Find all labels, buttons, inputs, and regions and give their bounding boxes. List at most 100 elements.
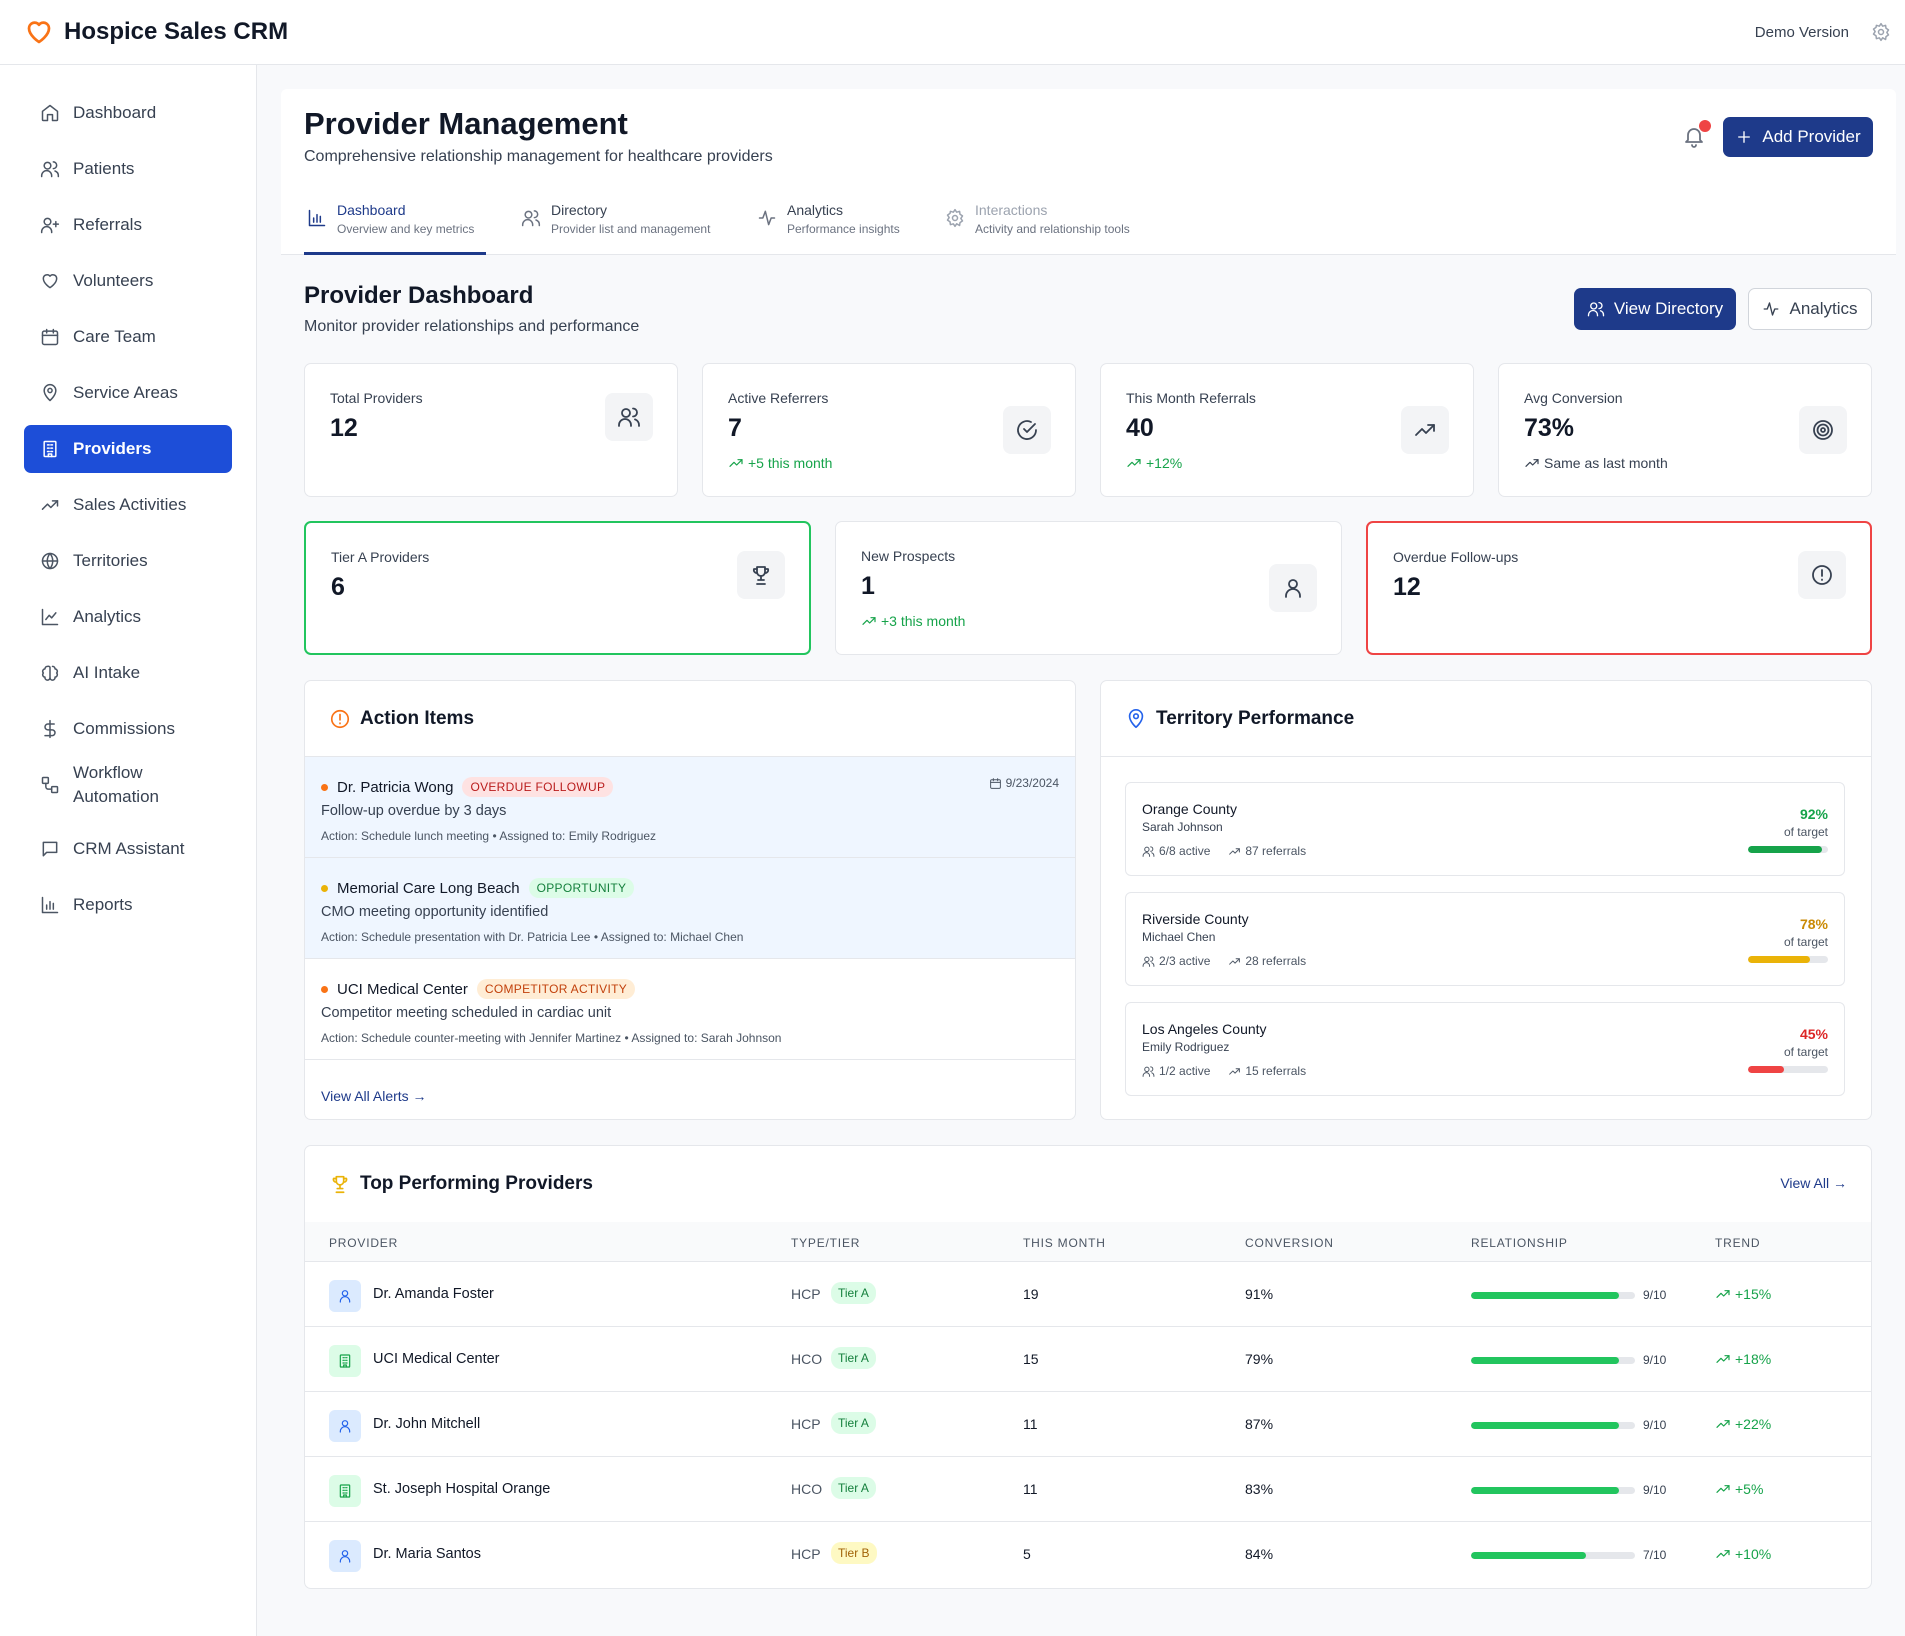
trending-up-icon (1715, 1286, 1731, 1302)
column-header[interactable]: THIS MONTH (1023, 1236, 1106, 1250)
active-count: 6/8 active (1159, 844, 1211, 858)
analytics-button[interactable]: Analytics (1748, 288, 1872, 330)
target-icon (1811, 418, 1835, 442)
view-all-providers-link[interactable]: View All → (1780, 1175, 1847, 1191)
users-icon (1142, 1065, 1155, 1078)
stat-change-text: +3 this month (881, 613, 966, 629)
of-target-label: of target (1783, 935, 1828, 949)
sidebar-item-label: Providers (73, 439, 152, 458)
calendar-icon (40, 327, 60, 347)
action-item[interactable]: Dr. Patricia Wong OVERDUE FOLLOWUP 9/23/… (305, 757, 1075, 858)
sidebar-item-reports[interactable]: Reports (24, 881, 232, 929)
provider-avatar (329, 1475, 361, 1507)
view-all-alerts-link[interactable]: View All Alerts → (321, 1088, 427, 1104)
table-row[interactable]: Dr. Amanda Foster HCP Tier A 19 91% 9/10… (305, 1262, 1871, 1327)
stat-icon-box (1799, 406, 1847, 454)
provider-avatar (329, 1280, 361, 1312)
action-item-date: 9/23/2024 (989, 776, 1059, 790)
users-icon (617, 405, 641, 429)
relationship-bar (1471, 1552, 1635, 1559)
user-plus-icon (40, 215, 60, 235)
column-header[interactable]: RELATIONSHIP (1471, 1236, 1568, 1250)
column-header[interactable]: TREND (1715, 1236, 1761, 1250)
stat-label: This Month Referrals (1126, 390, 1256, 406)
tab-sublabel: Overview and key metrics (337, 222, 475, 236)
sidebar-item-patients[interactable]: Patients (24, 145, 232, 193)
table-row[interactable]: Dr. Maria Santos HCP Tier B 5 84% 7/10 +… (305, 1522, 1871, 1587)
table-row[interactable]: Dr. John Mitchell HCP Tier A 11 87% 9/10… (305, 1392, 1871, 1457)
territory-card[interactable]: Orange County Sarah Johnson 6/8 active 8… (1125, 782, 1845, 876)
sidebar-item-analytics[interactable]: Analytics (24, 593, 232, 641)
add-provider-button[interactable]: Add Provider (1723, 117, 1873, 157)
sidebar-item-ai-intake[interactable]: AI Intake (24, 649, 232, 697)
dashboard-title: Provider Dashboard (304, 282, 534, 309)
trend-text: +10% (1735, 1546, 1772, 1562)
map-pin-icon (1125, 708, 1147, 730)
status-badge: OVERDUE FOLLOWUP (462, 777, 614, 797)
action-item[interactable]: UCI Medical Center COMPETITOR ACTIVITY C… (305, 959, 1075, 1060)
sidebar-item-service-areas[interactable]: Service Areas (24, 369, 232, 417)
action-item[interactable]: Memorial Care Long Beach OPPORTUNITY CMO… (305, 858, 1075, 959)
territory-card[interactable]: Los Angeles County Emily Rodriguez 1/2 a… (1125, 1002, 1845, 1096)
trend-text: +18% (1735, 1351, 1772, 1367)
trend-value: +22% (1715, 1416, 1771, 1432)
trending-up-icon (728, 455, 744, 471)
sidebar-item-label: AI Intake (73, 663, 141, 682)
users-icon (1142, 955, 1155, 968)
sidebar-item-crm-assistant[interactable]: CRM Assistant (24, 825, 232, 873)
conversion-value: 79% (1245, 1351, 1274, 1367)
relationship-score: 9/10 (1643, 1353, 1667, 1367)
table-row[interactable]: St. Joseph Hospital Orange HCO Tier A 11… (305, 1457, 1871, 1522)
tab-label: Directory (551, 202, 608, 218)
tab-label: Analytics (787, 202, 844, 218)
tab-analytics[interactable]: Analytics Performance insights (757, 200, 900, 238)
stat-card-active-referrers: Active Referrers 7 +5 this month (702, 363, 1076, 497)
column-header[interactable]: CONVERSION (1245, 1236, 1334, 1250)
sidebar-item-label: Referrals (73, 215, 142, 234)
target-progress-bar (1748, 1066, 1828, 1073)
sidebar-item-label: Dashboard (73, 103, 157, 122)
territory-meta: 1/2 active 15 referrals (1142, 1064, 1306, 1078)
sidebar-item-volunteers[interactable]: Volunteers (24, 257, 232, 305)
trending-up-icon (40, 495, 60, 515)
sidebar-item-sales-activities[interactable]: Sales Activities (24, 481, 232, 529)
territory-card[interactable]: Riverside County Michael Chen 2/3 active… (1125, 892, 1845, 986)
column-header[interactable]: TYPE/TIER (791, 1236, 861, 1250)
tab-interactions[interactable]: Interactions Activity and relationship to… (945, 200, 1130, 238)
sidebar-item-workflow-automation[interactable]: Workflow Automation (24, 755, 232, 815)
tab-sublabel: Provider list and management (551, 222, 711, 236)
sidebar-item-providers[interactable]: Providers (24, 425, 232, 473)
view-directory-button[interactable]: View Directory (1574, 288, 1736, 330)
trend-text: +5% (1735, 1481, 1764, 1497)
stat-label: New Prospects (861, 548, 956, 564)
column-header[interactable]: PROVIDER (329, 1236, 399, 1250)
settings-button[interactable] (1871, 22, 1891, 42)
stat-label: Tier A Providers (331, 549, 430, 565)
sidebar-item-referrals[interactable]: Referrals (24, 201, 232, 249)
home-icon (40, 103, 60, 123)
sidebar-item-care-team[interactable]: Care Team (24, 313, 232, 361)
active-count: 2/3 active (1159, 954, 1211, 968)
stat-change-text: Same as last month (1544, 455, 1668, 471)
table-row[interactable]: UCI Medical Center HCO Tier A 15 79% 9/1… (305, 1327, 1871, 1392)
stat-icon-box (1401, 406, 1449, 454)
territory-owner: Michael Chen (1142, 930, 1216, 944)
stat-change-text: +5 this month (748, 455, 833, 471)
sidebar-item-dashboard[interactable]: Dashboard (24, 89, 232, 137)
provider-avatar (329, 1540, 361, 1572)
stat-value: 7 (728, 414, 742, 442)
trending-up-icon (1228, 955, 1241, 968)
app-logo[interactable]: Hospice Sales CRM (24, 17, 288, 47)
tab-directory[interactable]: Directory Provider list and management (521, 200, 710, 238)
stat-value: 73% (1524, 414, 1575, 442)
sidebar-item-commissions[interactable]: Commissions (24, 705, 232, 753)
stat-change: Same as last month (1524, 455, 1668, 471)
provider-type: HCP (791, 1416, 821, 1432)
provider-avatar (329, 1410, 361, 1442)
stat-icon-box (1798, 551, 1846, 599)
sidebar-item-territories[interactable]: Territories (24, 537, 232, 585)
panel-header: Territory Performance (1101, 681, 1871, 757)
provider-avatar (329, 1345, 361, 1377)
action-item-description: Follow-up overdue by 3 days (321, 803, 507, 819)
tab-dashboard[interactable]: Dashboard Overview and key metrics (307, 200, 474, 238)
